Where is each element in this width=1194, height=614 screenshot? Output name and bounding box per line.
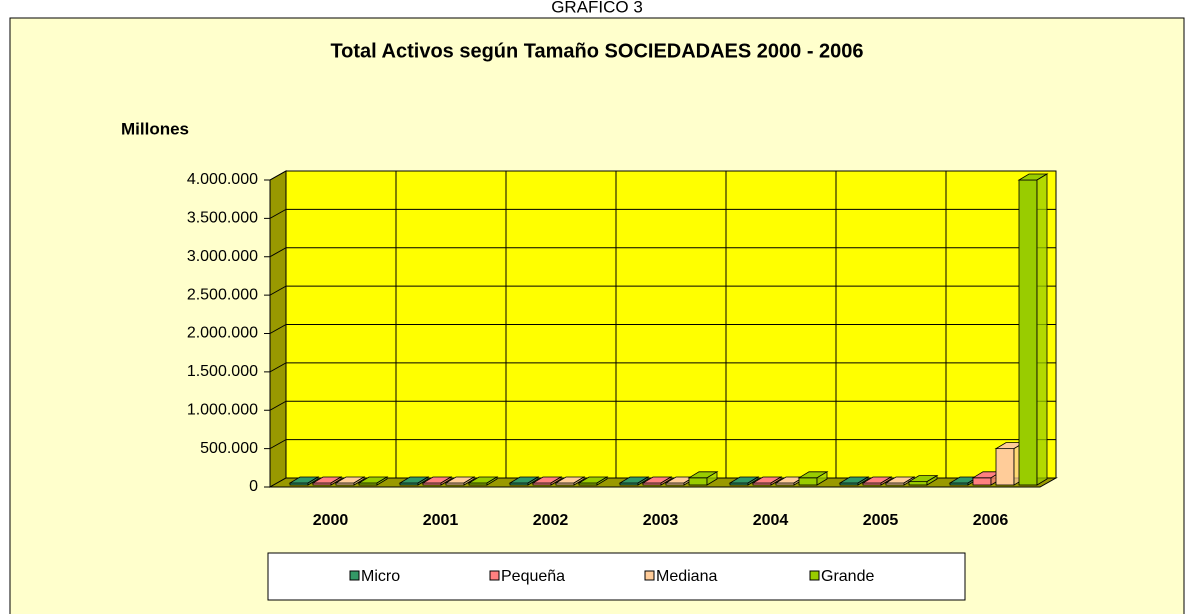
caption: GRAFICO 3 bbox=[551, 0, 643, 16]
y-tick-label: 500.000 bbox=[200, 440, 258, 457]
legend-swatch bbox=[644, 570, 655, 581]
bar-side bbox=[527, 476, 539, 486]
bar-front bbox=[908, 481, 928, 486]
legend-swatch bbox=[349, 570, 360, 581]
bar-side bbox=[330, 476, 342, 486]
y-tick-label: 1.000.000 bbox=[187, 401, 258, 418]
bar-side bbox=[550, 476, 562, 486]
grid-line bbox=[269, 400, 287, 411]
x-tick-label: 2002 bbox=[533, 512, 569, 529]
x-tick-label: 2006 bbox=[973, 512, 1009, 529]
bar-front bbox=[688, 477, 708, 486]
y-tick-label: 2.500.000 bbox=[187, 286, 258, 303]
bar-side bbox=[857, 476, 869, 486]
bar-front bbox=[798, 477, 818, 486]
bar-side bbox=[353, 476, 365, 486]
grid-line bbox=[269, 324, 287, 334]
grid-line bbox=[269, 285, 287, 296]
grid-line bbox=[269, 170, 287, 181]
bar-side bbox=[770, 476, 782, 486]
bar-front bbox=[1018, 179, 1038, 486]
y-tick-label: 4.000.000 bbox=[187, 171, 258, 188]
x-tick-label: 2004 bbox=[753, 512, 789, 529]
legend-label: Micro bbox=[361, 568, 400, 585]
x-tick-label: 2001 bbox=[423, 512, 459, 529]
y-tick-label: 1.500.000 bbox=[187, 363, 258, 380]
x-tick-label: 2003 bbox=[643, 512, 679, 529]
bar-side bbox=[440, 476, 452, 486]
y-tick-label: 0 bbox=[249, 478, 258, 495]
y-tick-label: 3.000.000 bbox=[187, 248, 258, 265]
grid-line bbox=[269, 362, 287, 373]
bar-side bbox=[660, 476, 672, 486]
bar-side bbox=[307, 476, 319, 486]
x-tick-label: 2000 bbox=[313, 512, 349, 529]
bar-side bbox=[706, 471, 718, 486]
bar-side bbox=[1036, 173, 1048, 486]
legend-label: Mediana bbox=[656, 568, 717, 585]
y-axis-title: Millones bbox=[121, 119, 189, 138]
legend-label: Grande bbox=[821, 568, 874, 585]
bar-side bbox=[816, 471, 828, 486]
legend-swatch bbox=[809, 570, 820, 581]
grid-line bbox=[269, 439, 287, 450]
bar-side bbox=[417, 476, 429, 486]
bar-side bbox=[463, 476, 475, 486]
legend-swatch bbox=[489, 570, 500, 581]
chart-title: Total Activos según Tamaño SOCIEDADAES 2… bbox=[330, 40, 863, 62]
bar-side bbox=[376, 476, 388, 486]
legend-label: Pequeña bbox=[501, 568, 565, 585]
bar-side bbox=[880, 476, 892, 486]
bar-side bbox=[637, 476, 649, 486]
grid-line bbox=[269, 247, 287, 258]
legend-box bbox=[267, 552, 966, 601]
bar-side bbox=[486, 476, 498, 486]
grid-line bbox=[269, 208, 287, 219]
bar-side bbox=[747, 476, 759, 486]
y-tick-label: 2.000.000 bbox=[187, 325, 258, 342]
bar-front bbox=[995, 448, 1015, 486]
bar-side bbox=[926, 474, 938, 486]
y-tick-label: 3.500.000 bbox=[187, 210, 258, 227]
bar-side bbox=[596, 476, 608, 486]
bar-front bbox=[972, 477, 992, 486]
x-tick-label: 2005 bbox=[863, 512, 899, 529]
bar-side bbox=[573, 476, 585, 486]
